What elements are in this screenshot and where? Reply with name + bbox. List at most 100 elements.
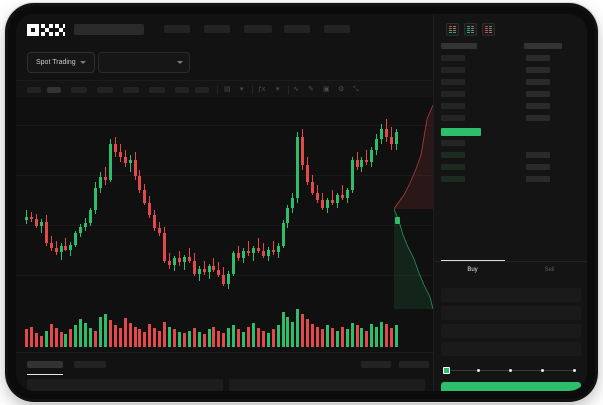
buy-submit-button[interactable]	[441, 382, 581, 391]
timeframe-btn-7[interactable]	[175, 87, 189, 93]
tab-buy[interactable]: Buy	[467, 267, 478, 273]
orderbook-ask-row-right[interactable]	[526, 115, 550, 121]
slider-stop-25[interactable]	[477, 369, 480, 372]
volume-bar	[266, 333, 270, 347]
orders-tab-2[interactable]	[74, 361, 106, 368]
orderbook-bid-row-left[interactable]	[441, 164, 465, 170]
order-field-3[interactable]	[441, 324, 581, 338]
volume-bar	[192, 328, 196, 347]
chevron-down-icon[interactable]: ▾	[240, 86, 244, 93]
nav-item-2[interactable]	[204, 25, 230, 33]
nav-search-placeholder[interactable]	[74, 24, 144, 35]
candlestick-icon[interactable]: ▤	[224, 86, 231, 93]
orderbook-view-bids[interactable]	[464, 23, 477, 36]
candle-body	[350, 159, 354, 191]
orderbook-ask-row-left[interactable]	[441, 91, 465, 97]
orderbook-ask-row-right[interactable]	[526, 55, 550, 61]
candle-wick	[203, 260, 205, 275]
volume-bar	[395, 325, 399, 347]
candle-body	[103, 177, 107, 180]
pencil-icon[interactable]: ✎	[308, 86, 314, 93]
order-field-1[interactable]	[441, 288, 581, 302]
orderbook-ask-row-left[interactable]	[441, 79, 465, 85]
orderbook-ask-row-right[interactable]	[524, 43, 562, 49]
candle-body	[128, 159, 132, 164]
trade-tab-underline	[441, 260, 505, 261]
orderbook-view-asks[interactable]	[482, 23, 495, 36]
chevron-down-icon	[79, 61, 86, 64]
orderbook-ask-row-left[interactable]	[441, 43, 477, 49]
orderbook-bid-row-right[interactable]	[526, 152, 550, 158]
orderbook-view-both[interactable]	[446, 23, 459, 36]
nav-item-5[interactable]	[324, 25, 350, 33]
timeframe-btn-5[interactable]	[123, 87, 139, 93]
orderbook-ask-row-right[interactable]	[526, 67, 550, 73]
orderbook-ask-row-right[interactable]	[526, 103, 550, 109]
candle-body	[306, 164, 310, 183]
slider-handle[interactable]	[443, 367, 450, 374]
candle-body	[207, 266, 211, 273]
timeframe-btn-1[interactable]	[27, 87, 41, 93]
orderbook-rows[interactable]	[434, 39, 587, 206]
tab-sell[interactable]: Sell	[544, 267, 555, 273]
slider-stop-75[interactable]	[541, 369, 544, 372]
chevron-down-icon	[177, 61, 183, 64]
candle-body	[79, 226, 83, 234]
orderbook-bid-row-left[interactable]	[441, 176, 465, 182]
volume-bar	[251, 322, 255, 347]
volume-bar	[113, 325, 117, 347]
slider-stop-50[interactable]	[509, 369, 512, 372]
percent-slider[interactable]	[443, 367, 579, 374]
timeframe-btn-6[interactable]	[149, 87, 165, 93]
order-field-2[interactable]	[441, 306, 581, 320]
camera-icon[interactable]: ▣	[323, 86, 330, 93]
candle-body	[237, 253, 241, 259]
candle-body	[74, 233, 78, 245]
timeframe-btn-8[interactable]	[195, 87, 209, 93]
timeframe-btn-4[interactable]	[97, 87, 113, 93]
settings-icon[interactable]: ⚙	[338, 86, 345, 93]
nav-item-1[interactable]	[164, 25, 190, 33]
timeframe-btn-2[interactable]	[47, 87, 61, 93]
nav-item-3[interactable]	[244, 25, 272, 33]
orderbook-ask-row-left[interactable]	[441, 67, 465, 73]
orderbook-ask-row-right[interactable]	[526, 91, 550, 97]
volume-bar	[177, 331, 181, 347]
line-wave-icon[interactable]: ∿	[293, 86, 299, 93]
orderbook-bid-row-right[interactable]	[526, 164, 550, 170]
candle-body	[301, 136, 305, 165]
candle-body	[286, 207, 290, 223]
indicator-icon[interactable]: ƒx	[258, 86, 266, 93]
spot-trading-dropdown[interactable]: Spot Trading	[27, 52, 95, 73]
orderbook-ask-row-right[interactable]	[526, 79, 550, 85]
volume-bar	[301, 314, 305, 347]
chevron-down-icon-2[interactable]: ▾	[276, 86, 280, 93]
timeframe-btn-3[interactable]	[71, 87, 87, 93]
okx-logo[interactable]	[27, 24, 65, 36]
volume-bar	[197, 331, 201, 347]
orderbook-bid-row-left[interactable]	[441, 152, 465, 158]
volume-bar	[340, 326, 344, 347]
orders-tab-active[interactable]	[27, 361, 63, 368]
orderbook-ask-row-left[interactable]	[441, 103, 465, 109]
orderbook-trade-panel: Buy Sell	[433, 14, 587, 391]
orderbook-bid-row-right[interactable]	[526, 176, 550, 182]
toolbar-divider-1	[217, 85, 218, 94]
fullscreen-icon[interactable]: ⤡	[353, 86, 359, 93]
slider-stop-100[interactable]	[573, 369, 576, 372]
candle-body	[217, 269, 221, 275]
volume-bar	[54, 328, 58, 347]
orders-action-2[interactable]	[399, 361, 429, 368]
orderbook-ask-row-left[interactable]	[441, 55, 465, 61]
order-field-4[interactable]	[441, 342, 581, 356]
volume-bar	[345, 329, 349, 347]
nav-item-4[interactable]	[284, 25, 310, 33]
orders-action-1[interactable]	[361, 361, 391, 368]
orderbook-ask-row-left[interactable]	[441, 115, 465, 121]
price-chart[interactable]	[16, 97, 433, 352]
pair-select-dropdown[interactable]	[98, 52, 190, 73]
okx-trading-app: Spot Trading	[16, 14, 587, 391]
orderbook-bid-row-left[interactable]	[441, 140, 465, 146]
candle-body	[266, 249, 270, 256]
volume-bar	[276, 325, 280, 347]
